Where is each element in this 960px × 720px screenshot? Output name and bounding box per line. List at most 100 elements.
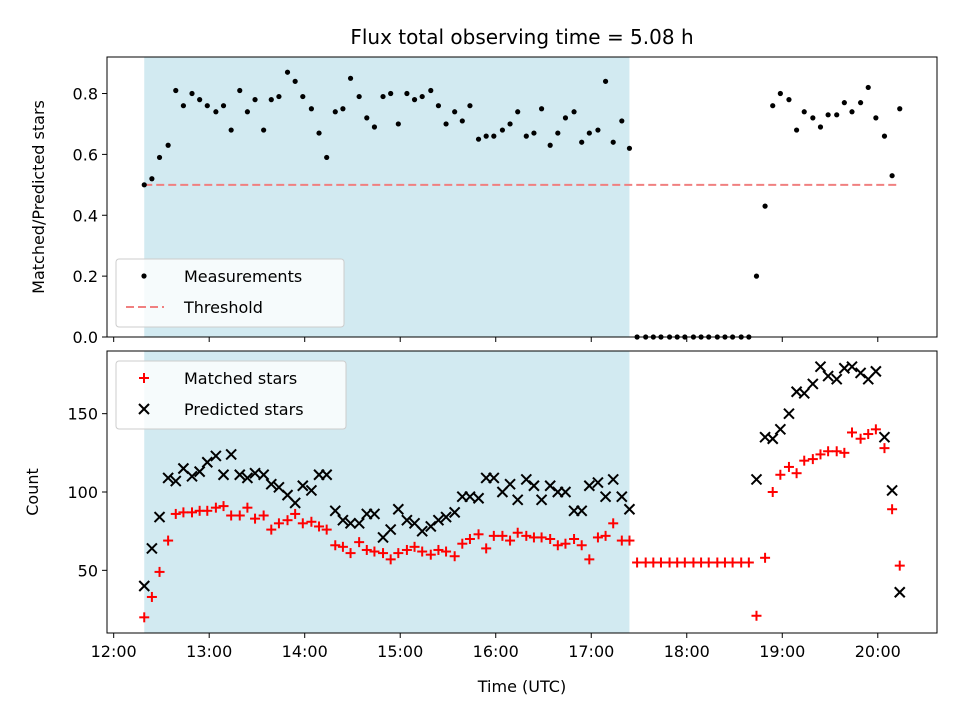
measurement-point	[610, 139, 616, 145]
measurement-point	[292, 78, 298, 84]
measurement-point	[308, 106, 314, 112]
matched-stars-point	[258, 510, 269, 521]
matched-stars-point	[887, 504, 898, 515]
measurement-point	[586, 130, 592, 136]
predicted-stars-point	[289, 497, 301, 509]
measurement-point	[435, 103, 442, 109]
x-tick-label: 17:00	[568, 642, 614, 661]
predicted-stars-point	[559, 486, 572, 498]
matched-stars-point	[536, 532, 547, 543]
measurement-point	[261, 127, 267, 133]
predicted-stars-point	[599, 490, 612, 503]
measurement-point	[786, 97, 792, 103]
matched-stars-point	[863, 429, 874, 440]
predicted-stars-point	[767, 433, 779, 445]
matched-stars-point	[655, 557, 666, 568]
measurement-point	[204, 103, 210, 109]
measurement-point	[419, 93, 425, 100]
predicted-stars-point	[297, 480, 309, 492]
measurement-point	[523, 133, 529, 139]
measurement-point	[197, 97, 203, 103]
predicted-stars-point	[201, 456, 213, 468]
matched-stars-point	[473, 529, 484, 540]
matched-stars-point	[775, 469, 786, 480]
y-tick-label: 150	[67, 405, 98, 424]
matched-stars-point	[297, 518, 308, 529]
y-tick-label: 50	[78, 561, 98, 580]
matched-stars-point	[505, 535, 516, 546]
legend-matched-stars-marker	[139, 373, 149, 383]
measurement-point	[762, 203, 768, 209]
measurement-point	[165, 142, 171, 148]
y-tick-label: 100	[67, 483, 98, 502]
predicted-stars-point	[368, 508, 381, 520]
matched-stars-point	[139, 612, 150, 623]
matched-stars-point	[250, 513, 261, 524]
matched-stars-point	[273, 518, 284, 529]
matched-stars-point	[592, 532, 603, 543]
predicted-stars-point	[432, 514, 445, 526]
predicted-stars-point	[170, 475, 182, 487]
predicted-stars-point	[807, 378, 819, 390]
predicted-stars-point	[870, 365, 882, 378]
measurement-point	[364, 115, 370, 121]
matched-stars-point	[624, 535, 635, 546]
matched-stars-point	[703, 557, 714, 568]
measurement-point	[332, 109, 338, 115]
x-tick-label: 13:00	[186, 642, 232, 661]
matched-stars-point	[242, 502, 253, 513]
measurement-point	[404, 90, 410, 97]
predicted-stars-point	[384, 523, 397, 536]
matched-stars-point	[815, 449, 826, 460]
matched-stars-point	[552, 540, 563, 551]
measurement-point	[547, 142, 553, 148]
matched-stars-points	[139, 424, 905, 623]
predicted-stars-point	[440, 511, 452, 523]
measurement-point	[268, 97, 274, 103]
predicted-stars-point	[575, 505, 588, 517]
top-legend: Measurements Threshold	[115, 258, 345, 328]
predicted-stars-point	[249, 467, 261, 479]
predicted-stars-point	[225, 448, 237, 461]
top-axes-frame	[106, 56, 938, 338]
legend-marker	[141, 273, 147, 279]
matched-stars-point	[163, 535, 174, 546]
matched-stars-point	[727, 557, 738, 568]
matched-stars-point	[337, 541, 348, 552]
measurement-point	[562, 115, 569, 121]
matched-stars-point	[679, 557, 690, 568]
matched-stars-point	[202, 505, 213, 516]
measurement-point	[347, 75, 354, 81]
measurement-point	[220, 103, 227, 109]
predicted-stars-point	[528, 480, 540, 492]
matched-stars-point	[576, 540, 587, 551]
matched-stars-point	[154, 566, 165, 577]
matched-stars-point	[632, 557, 643, 568]
measurement-point	[499, 127, 506, 133]
x-tick-label: 16:00	[473, 642, 519, 661]
bottom-panel-counts: 12:00 13:00 14:00 15:00 16:00 17:00 18:00 19:00…	[23, 350, 938, 696]
predicted-stars-point	[607, 473, 619, 486]
measurement-point	[531, 130, 537, 136]
measurement-point	[817, 124, 824, 130]
legend-predicted-stars-marker	[138, 403, 150, 415]
x-tick-label: 12:00	[91, 642, 137, 661]
matched-stars-point	[799, 455, 810, 466]
predicted-stars-point	[401, 514, 413, 526]
x-tick-label: 14:00	[282, 642, 328, 661]
predicted-stars-point	[750, 473, 763, 486]
matched-stars-point	[187, 507, 198, 518]
matched-stars-point	[234, 510, 245, 521]
measurement-point	[825, 112, 831, 118]
matched-stars-point	[385, 554, 396, 565]
measurement-point	[244, 109, 251, 115]
predicted-stars-point	[329, 505, 341, 517]
predicted-stars-point	[831, 373, 843, 385]
matched-stars-point	[321, 524, 332, 535]
predicted-stars-point	[193, 465, 206, 478]
top-panel-ratio: 0.00.20.40.60.8 Matched/Predicted stars …	[29, 56, 938, 347]
predicted-stars-point	[616, 490, 628, 503]
predicted-stars-point	[146, 542, 158, 555]
predicted-stars-point	[392, 503, 405, 515]
legend-threshold-label: Threshold	[183, 298, 263, 317]
